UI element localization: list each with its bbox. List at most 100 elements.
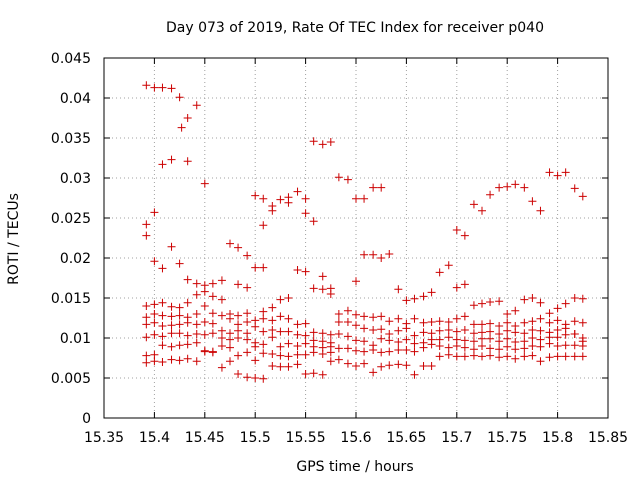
data-point <box>469 320 478 329</box>
data-point <box>435 342 444 350</box>
data-point <box>478 320 486 329</box>
data-point <box>352 362 360 370</box>
data-point <box>200 302 209 310</box>
data-point <box>369 346 378 354</box>
data-point <box>175 259 184 268</box>
data-point <box>520 183 529 192</box>
data-point <box>150 330 159 339</box>
data-point <box>276 342 285 351</box>
data-point <box>520 318 529 327</box>
data-point <box>334 310 343 318</box>
data-point <box>369 368 378 377</box>
x-tick-label: 15.35 <box>84 430 124 446</box>
data-point <box>142 220 151 229</box>
data-point <box>528 294 537 302</box>
data-point <box>167 312 176 321</box>
x-axis-label: GPS time / hours <box>296 459 413 475</box>
data-point <box>167 355 176 364</box>
y-tick-label: 0 <box>82 411 91 427</box>
data-point <box>495 322 504 330</box>
data-point <box>142 302 151 310</box>
data-point <box>536 335 545 344</box>
data-point <box>150 310 159 318</box>
data-point <box>360 194 369 203</box>
data-point <box>259 307 268 316</box>
data-point <box>192 290 201 299</box>
data-point <box>175 303 184 312</box>
data-point <box>234 370 243 378</box>
data-point <box>251 342 260 351</box>
data-point <box>520 337 529 346</box>
y-tick-label: 0.035 <box>51 131 91 147</box>
data-point <box>570 330 579 338</box>
x-tick-label: 15.4 <box>139 430 170 446</box>
data-point <box>150 83 159 92</box>
data-point <box>183 340 192 349</box>
data-point <box>394 326 403 335</box>
data-point <box>520 295 529 304</box>
data-point <box>259 327 268 336</box>
data-point <box>435 317 444 326</box>
data-point <box>318 370 327 379</box>
data-point <box>251 356 260 365</box>
data-point <box>243 348 252 357</box>
data-point <box>243 251 252 260</box>
data-point <box>343 359 352 368</box>
data-point <box>511 354 520 363</box>
data-point <box>268 206 277 215</box>
data-point <box>284 339 293 348</box>
data-point <box>175 356 184 365</box>
data-point <box>460 312 469 321</box>
data-point <box>360 347 369 356</box>
data-point <box>469 351 478 360</box>
data-point <box>318 329 327 338</box>
data-point <box>217 326 226 335</box>
data-point <box>309 284 318 293</box>
data-point <box>301 319 310 328</box>
data-point <box>243 309 252 318</box>
x-tick-label: 15.85 <box>588 430 628 446</box>
data-point <box>511 338 520 346</box>
data-point <box>419 318 428 327</box>
data-point <box>578 192 587 201</box>
data-point <box>318 350 327 358</box>
data-point <box>309 328 318 337</box>
data-point <box>536 357 545 366</box>
data-point <box>486 298 495 306</box>
data-point <box>545 318 554 327</box>
data-point <box>503 352 512 361</box>
data-point <box>301 370 310 378</box>
data-point <box>142 81 151 90</box>
data-point <box>158 83 167 92</box>
data-point <box>301 194 310 203</box>
data-point <box>167 302 176 311</box>
data-point <box>226 357 234 366</box>
data-point <box>192 330 201 338</box>
data-point <box>452 283 461 292</box>
data-point <box>486 344 495 353</box>
y-tick-label: 0.04 <box>60 91 91 107</box>
data-point <box>553 333 562 342</box>
data-point <box>452 226 461 234</box>
data-point <box>503 318 512 327</box>
data-point <box>495 345 504 354</box>
data-point <box>293 187 302 196</box>
data-point <box>343 332 352 341</box>
data-point <box>217 311 226 320</box>
data-point <box>402 296 411 305</box>
data-point <box>469 329 478 338</box>
data-point <box>377 325 386 334</box>
data-point <box>352 321 360 330</box>
data-point <box>570 184 579 193</box>
data-point <box>419 362 428 370</box>
data-point <box>243 318 252 326</box>
data-point <box>452 327 461 336</box>
data-point <box>318 272 327 281</box>
data-point <box>158 341 167 350</box>
data-point <box>301 267 310 276</box>
data-point <box>158 358 167 366</box>
data-point <box>394 360 403 369</box>
data-point <box>309 348 318 357</box>
data-point <box>234 351 243 360</box>
